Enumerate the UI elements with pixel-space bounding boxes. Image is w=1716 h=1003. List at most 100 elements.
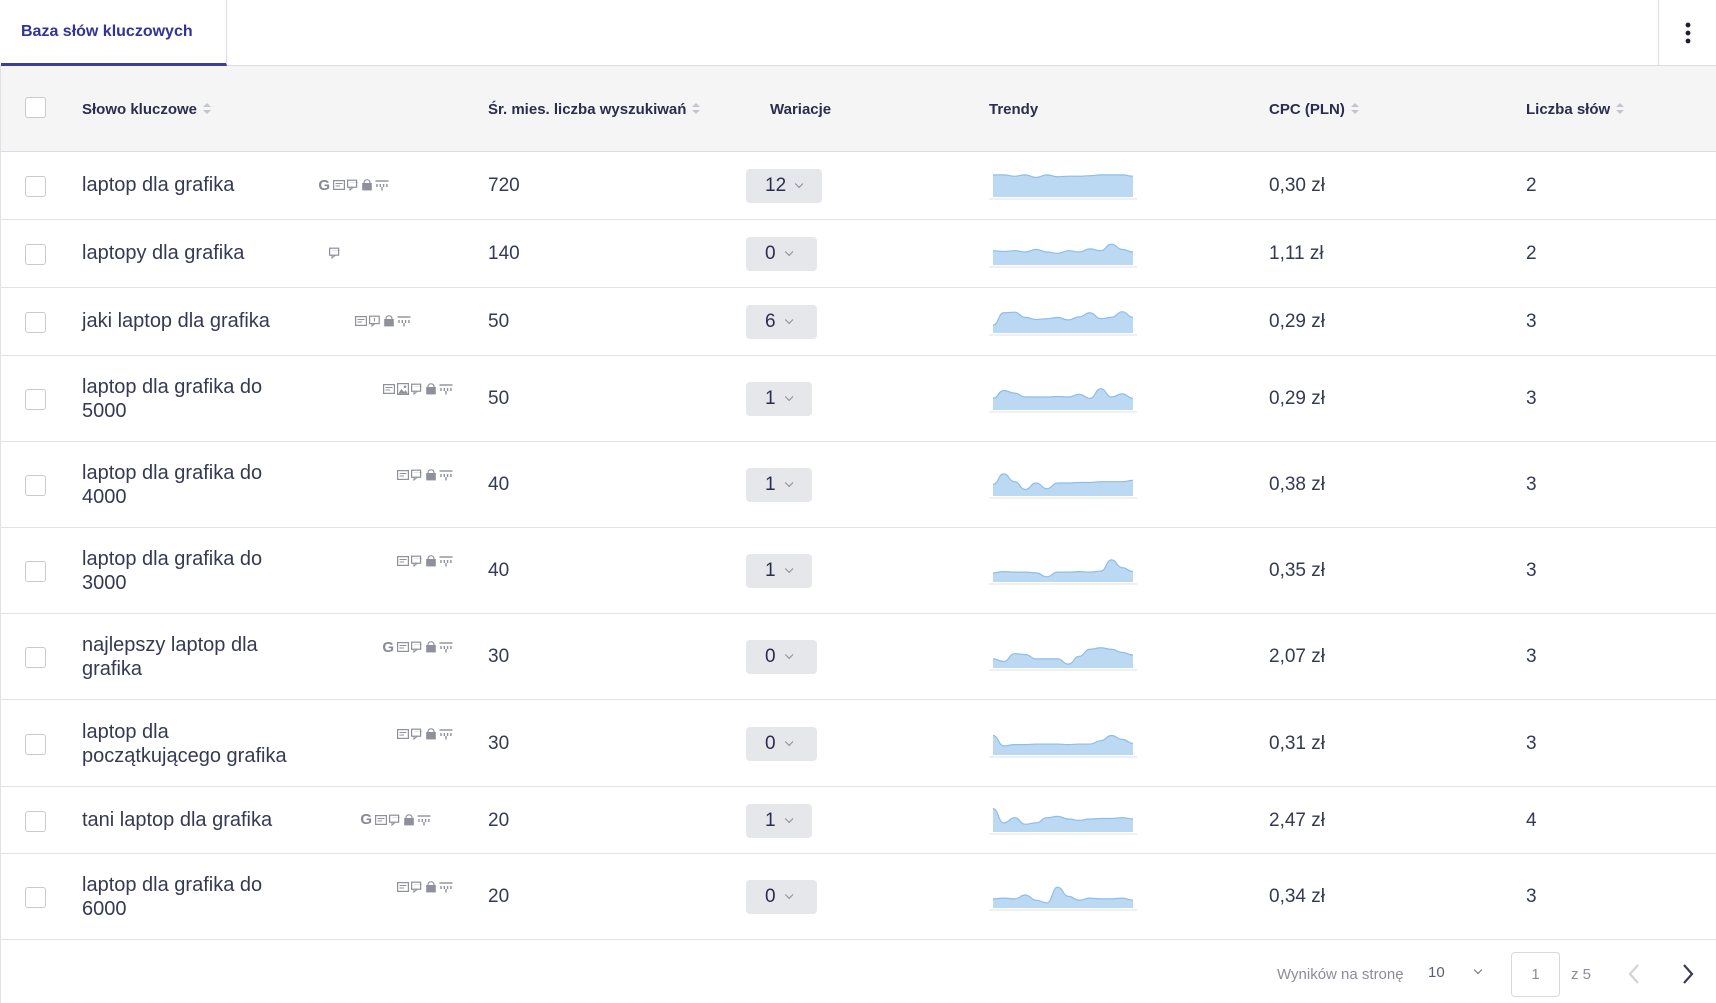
sort-icon	[1616, 103, 1625, 115]
variations-dropdown[interactable]: 0	[746, 237, 817, 271]
row-checkbox[interactable]	[25, 475, 46, 496]
sort-icon	[203, 103, 212, 115]
chevron-down-icon	[795, 179, 804, 189]
variations-dropdown[interactable]: 0	[746, 640, 817, 674]
row-checkbox[interactable]	[25, 647, 46, 668]
variations-dropdown[interactable]: 1	[746, 382, 812, 416]
search-volume: 40	[488, 474, 510, 495]
results-per-page-select[interactable]: 10	[1427, 954, 1493, 990]
column-header-keyword[interactable]: Słowo kluczowe	[82, 66, 212, 152]
variations-dropdown[interactable]: 1	[746, 468, 812, 502]
sitelinks-icon	[439, 881, 453, 893]
image-pack-icon	[397, 383, 409, 395]
reviews-icon	[411, 555, 423, 567]
variations-count: 1	[765, 809, 776, 831]
top-bar: Baza słów kluczowych	[0, 0, 1716, 66]
trend-sparkline	[989, 807, 1137, 834]
search-volume: 20	[488, 886, 510, 907]
table-row: jaki laptop dla grafika 50 6 0,29 zł 3	[0, 288, 1716, 356]
trend-line	[992, 734, 1134, 747]
results-per-page-label: Wyników na stronę	[1277, 966, 1404, 983]
row-checkbox[interactable]	[25, 810, 46, 832]
shopping-icon	[425, 727, 437, 740]
chevron-left-icon	[1628, 964, 1639, 984]
chevron-down-icon	[784, 247, 793, 257]
variations-dropdown[interactable]: 1	[746, 554, 812, 588]
more-options-button[interactable]	[1658, 0, 1716, 66]
column-header-label: Trendy	[989, 100, 1039, 118]
column-header-label: Liczba słów	[1526, 100, 1611, 118]
trend-sparkline	[989, 886, 1137, 911]
column-header-word-count[interactable]: Liczba słów	[1526, 66, 1625, 152]
google-g-icon: G	[318, 176, 330, 194]
serp-features	[355, 312, 411, 330]
previous-page-button[interactable]	[1623, 960, 1647, 988]
column-header-label: CPC (PLN)	[1269, 100, 1345, 118]
row-checkbox[interactable]	[25, 244, 46, 265]
featured-snippet-icon	[355, 315, 367, 327]
trend-area	[993, 388, 1133, 410]
tab-keyword-database[interactable]: Baza słów kluczowych	[1, 0, 227, 66]
google-g-icon: G	[382, 638, 394, 656]
chevron-down-icon	[784, 650, 793, 660]
row-checkbox[interactable]	[25, 887, 46, 908]
cpc-value: 2,47 zł	[1269, 809, 1325, 831]
variations-dropdown[interactable]: 0	[746, 880, 817, 914]
cpc-value: 0,35 zł	[1269, 560, 1325, 581]
shopping-icon	[361, 179, 373, 191]
variations-count: 12	[765, 175, 787, 196]
variations-dropdown[interactable]: 6	[746, 305, 817, 339]
chevron-down-icon	[784, 890, 793, 900]
shopping-icon	[383, 315, 395, 327]
reviews-icon	[329, 247, 341, 259]
table-row: laptop dla grafika G 720 12 0,30 zł 2	[0, 152, 1716, 220]
column-header-cpc[interactable]: CPC (PLN)	[1269, 66, 1359, 152]
reviews-icon	[411, 728, 423, 740]
row-checkbox[interactable]	[25, 312, 46, 333]
row-checkbox[interactable]	[25, 176, 46, 197]
word-count: 3	[1526, 388, 1537, 409]
table-row: laptop dla początkującego grafika 30 0 0,31…	[0, 700, 1716, 787]
sitelinks-icon	[439, 469, 453, 481]
search-volume: 140	[488, 243, 520, 264]
serp-features: G	[382, 638, 453, 656]
featured-snippet-icon	[397, 469, 409, 481]
featured-snippet-icon	[383, 383, 395, 395]
keyword-text: laptopy dla grafika	[82, 242, 245, 264]
page-number-input[interactable]: 1	[1511, 952, 1560, 997]
column-header-label: Śr. mies. liczba wyszukiwań	[488, 100, 687, 118]
trend-line	[992, 647, 1134, 665]
featured-snippet-icon	[397, 555, 409, 567]
serp-features: G	[318, 176, 389, 194]
word-count: 4	[1526, 809, 1537, 831]
variations-count: 1	[765, 474, 776, 495]
column-header-volume[interactable]: Śr. mies. liczba wyszukiwań	[488, 66, 701, 152]
variations-dropdown[interactable]: 1	[746, 803, 812, 838]
trend-line	[993, 174, 1134, 179]
shopping-icon	[425, 383, 437, 395]
serp-features	[397, 552, 453, 570]
keyword-text: laptop dla grafika do 4000	[82, 462, 263, 508]
cpc-value: 0,38 zł	[1269, 474, 1325, 495]
row-checkbox[interactable]	[25, 733, 46, 755]
column-header-variations: Wariacje	[770, 66, 831, 152]
chevron-right-icon	[1683, 964, 1694, 984]
row-checkbox[interactable]	[25, 561, 46, 582]
shopping-icon	[425, 555, 437, 567]
sitelinks-icon	[375, 179, 389, 191]
trend-sparkline	[989, 174, 1137, 200]
serp-features	[329, 244, 341, 262]
sitelinks-icon	[439, 641, 453, 653]
chevron-down-icon	[784, 315, 793, 325]
reviews-icon	[411, 469, 423, 481]
select-all-checkbox[interactable]	[25, 97, 46, 118]
variations-dropdown[interactable]: 0	[746, 726, 817, 761]
row-checkbox[interactable]	[25, 389, 46, 410]
table-row: laptopy dla grafika 140 0 1,11 zł 2	[0, 220, 1716, 288]
knowledge-panel-icon	[369, 315, 381, 327]
variations-dropdown[interactable]: 12	[746, 169, 822, 203]
chevron-down-icon	[784, 392, 793, 402]
trend-line	[992, 388, 1134, 399]
next-page-button[interactable]	[1675, 960, 1699, 988]
featured-snippet-icon	[333, 179, 345, 191]
